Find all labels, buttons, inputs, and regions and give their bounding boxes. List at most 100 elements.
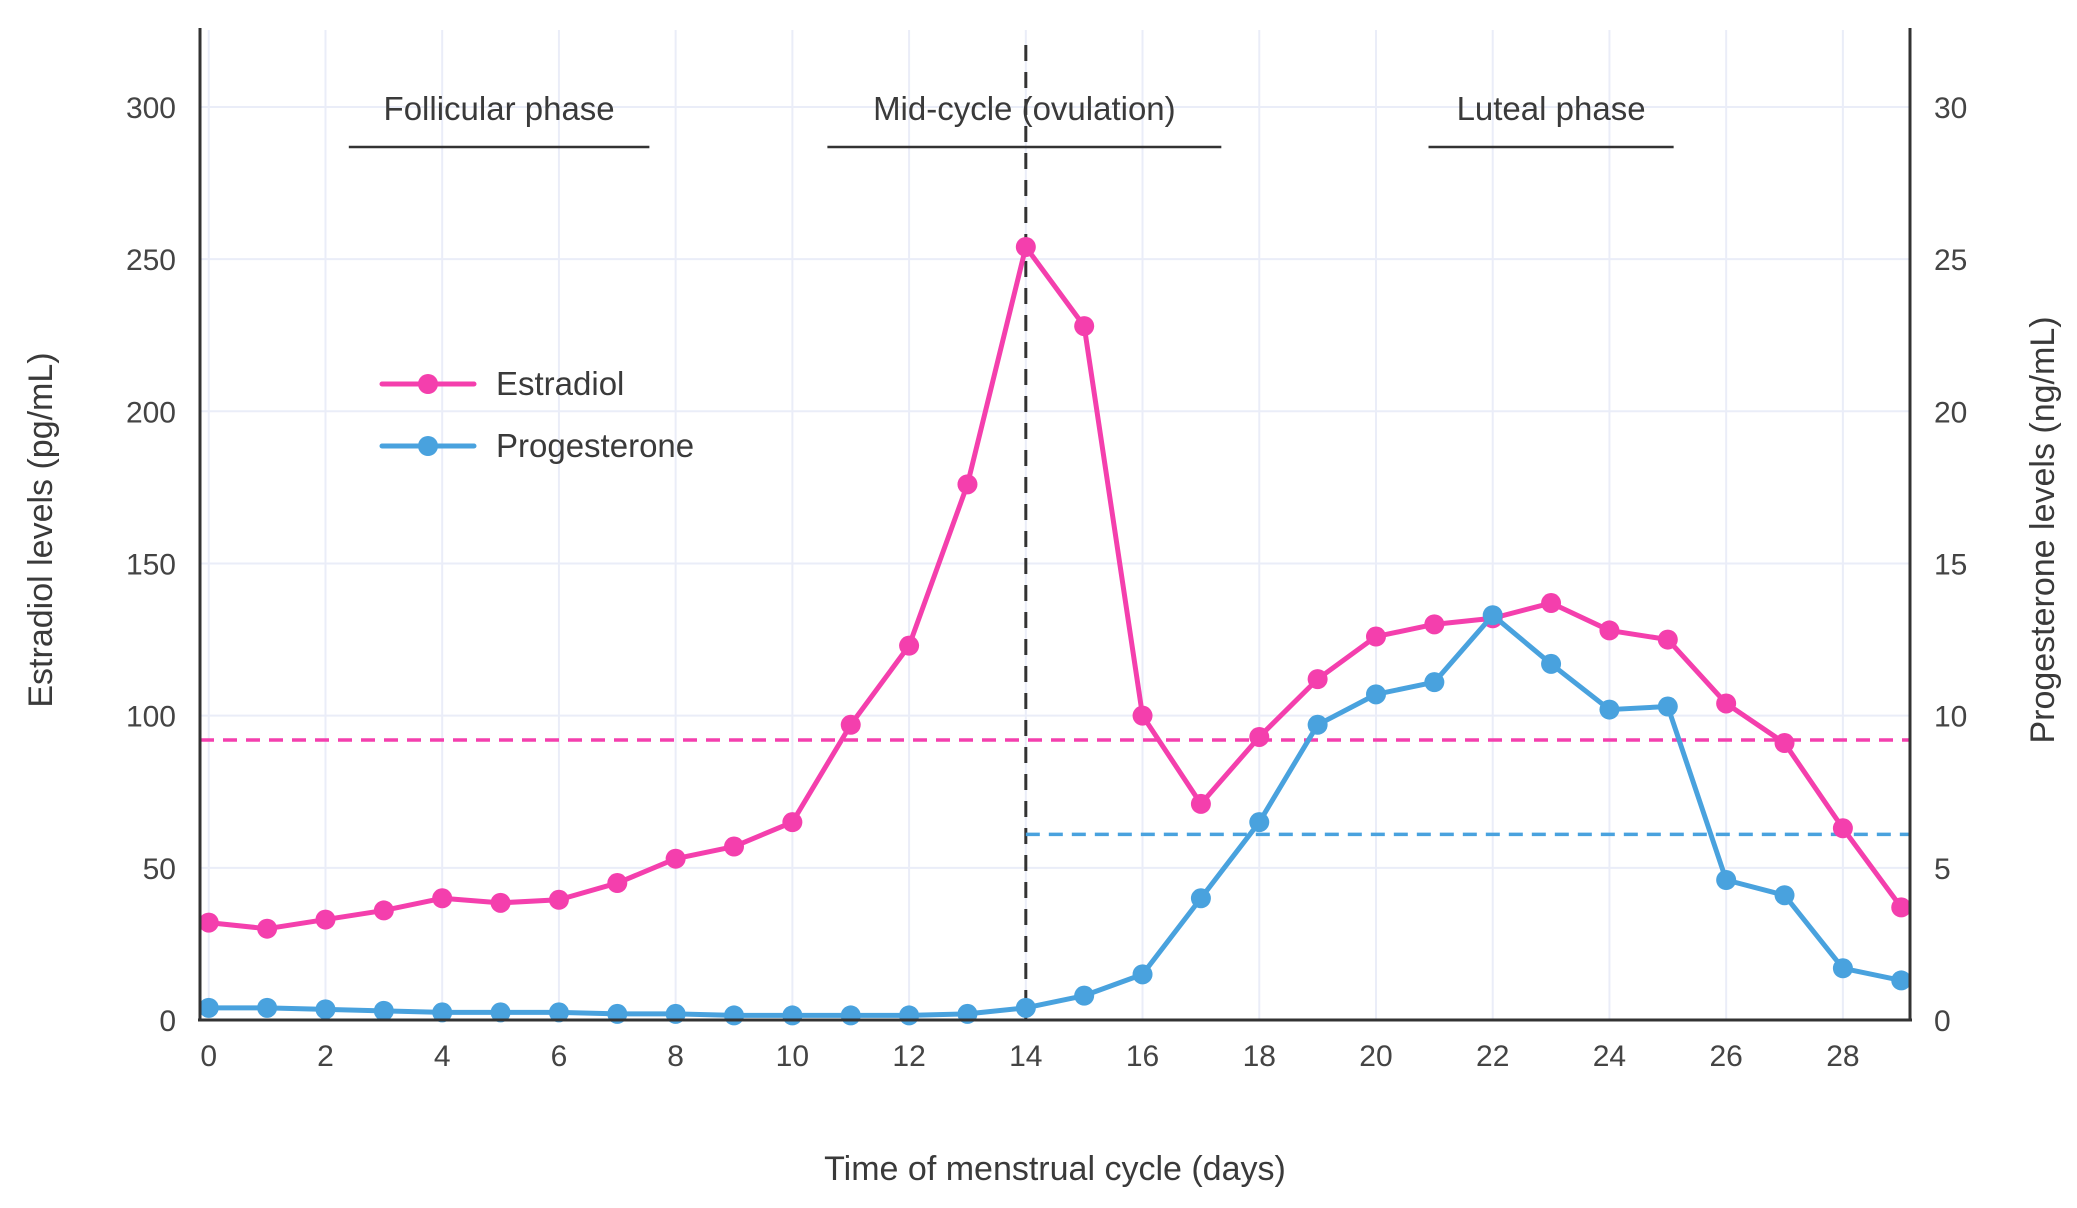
data-point-marker-progesterone — [198, 997, 219, 1018]
data-point-marker-progesterone — [490, 1002, 511, 1023]
data-series — [198, 236, 1912, 1026]
series-line-progesterone — [206, 612, 1904, 1018]
data-point-marker-progesterone — [1074, 985, 1095, 1006]
data-point-marker-progesterone — [1599, 699, 1620, 720]
data-point-marker-estradiol — [840, 714, 861, 735]
y-right-tick-label: 30 — [1934, 92, 1967, 125]
data-point-marker-estradiol — [607, 873, 628, 894]
data-point-marker-progesterone — [1132, 964, 1153, 985]
x-tick-label: 22 — [1476, 1040, 1509, 1073]
legend-marker-estradiol — [418, 374, 438, 394]
data-point-marker-estradiol — [548, 889, 569, 910]
x-tick-label: 16 — [1126, 1040, 1159, 1073]
data-point-marker-estradiol — [315, 909, 336, 930]
data-point-marker-estradiol — [490, 892, 511, 913]
legend: Estradiol Progesterone — [379, 365, 694, 464]
data-point-marker-estradiol — [1249, 726, 1270, 747]
data-point-marker-estradiol — [1891, 897, 1912, 918]
x-tick-label: 24 — [1593, 1040, 1626, 1073]
data-point-marker-progesterone — [1832, 958, 1853, 979]
x-tick-label: 28 — [1826, 1040, 1859, 1073]
y-left-tick-label: 50 — [143, 853, 176, 886]
data-point-marker-progesterone — [840, 1005, 861, 1026]
data-point-marker-progesterone — [782, 1005, 803, 1026]
x-tick-label: 20 — [1359, 1040, 1392, 1073]
y-left-tick-label: 250 — [126, 244, 176, 277]
data-point-marker-progesterone — [373, 1000, 394, 1021]
x-tick-label: 14 — [1009, 1040, 1042, 1073]
data-point-marker-estradiol — [257, 918, 278, 939]
x-tick-label: 4 — [434, 1040, 451, 1073]
x-tick-label: 2 — [317, 1040, 334, 1073]
data-point-marker-progesterone — [1190, 888, 1211, 909]
data-point-marker-progesterone — [1482, 605, 1503, 626]
data-point-marker-estradiol — [1132, 705, 1153, 726]
data-point-marker-estradiol — [1541, 593, 1562, 614]
data-point-marker-progesterone — [1541, 653, 1562, 674]
y-right-tick-label: 0 — [1934, 1005, 1951, 1038]
data-point-marker-estradiol — [1657, 629, 1678, 650]
data-point-marker-progesterone — [432, 1002, 453, 1023]
data-point-marker-estradiol — [1015, 236, 1036, 257]
phase-label: Luteal phase — [1457, 90, 1646, 127]
data-point-marker-estradiol — [1832, 818, 1853, 839]
y-left-axis-title: Estradiol levels (pg/mL) — [22, 352, 60, 707]
y-left-tick-label: 150 — [126, 548, 176, 581]
data-point-marker-estradiol — [1716, 693, 1737, 714]
y-left-tick-label: 200 — [126, 396, 176, 429]
data-point-marker-estradiol — [1307, 669, 1328, 690]
data-point-marker-estradiol — [957, 474, 978, 495]
y-right-tick-label: 10 — [1934, 701, 1967, 734]
x-tick-label: 26 — [1709, 1040, 1742, 1073]
series-line-estradiol — [206, 244, 1904, 932]
data-point-marker-estradiol — [1074, 316, 1095, 337]
x-tick-label: 8 — [667, 1040, 684, 1073]
reference-lines — [200, 45, 1910, 1020]
data-point-marker-estradiol — [1365, 626, 1386, 647]
data-point-marker-progesterone — [1657, 696, 1678, 717]
data-point-marker-progesterone — [1365, 684, 1386, 705]
data-point-marker-progesterone — [315, 999, 336, 1020]
data-point-marker-estradiol — [1190, 793, 1211, 814]
data-point-marker-estradiol — [899, 635, 920, 656]
x-axis-title: Time of menstrual cycle (days) — [824, 1150, 1286, 1188]
axis-spines — [198, 28, 1912, 1022]
phase-label: Follicular phase — [384, 90, 615, 127]
data-point-marker-progesterone — [1424, 672, 1445, 693]
axis-titles: Time of menstrual cycle (days) Estradiol… — [22, 316, 2062, 1188]
y-right-tick-label: 20 — [1934, 396, 1967, 429]
data-point-marker-estradiol — [373, 900, 394, 921]
data-point-marker-estradiol — [1774, 733, 1795, 754]
legend-marker-progesterone — [418, 436, 438, 456]
data-point-marker-progesterone — [1249, 812, 1270, 833]
data-point-marker-estradiol — [1599, 620, 1620, 641]
legend-label-progesterone: Progesterone — [496, 427, 694, 464]
data-point-marker-progesterone — [548, 1002, 569, 1023]
x-tick-label: 6 — [551, 1040, 568, 1073]
gridlines — [200, 30, 1910, 1020]
data-point-marker-progesterone — [1891, 970, 1912, 991]
y-left-tick-label: 300 — [126, 92, 176, 125]
x-tick-label: 12 — [892, 1040, 925, 1073]
y-right-tick-label: 25 — [1934, 244, 1967, 277]
data-point-marker-progesterone — [1015, 997, 1036, 1018]
tick-labels: 0 2 4 6 8 10 12 14 16 18 20 22 24 26 28050100150200250… — [126, 92, 1967, 1073]
data-point-marker-estradiol — [1424, 614, 1445, 635]
data-point-marker-estradiol — [665, 848, 686, 869]
phase-annotations: Follicular phase Mid-cycle (ovulation) Lut… — [348, 90, 1674, 149]
x-tick-label: 10 — [776, 1040, 809, 1073]
data-point-marker-estradiol — [198, 912, 219, 933]
data-point-marker-progesterone — [1307, 714, 1328, 735]
y-left-tick-label: 0 — [159, 1005, 176, 1038]
y-right-tick-label: 15 — [1934, 548, 1967, 581]
legend-label-estradiol: Estradiol — [496, 365, 624, 402]
data-point-marker-progesterone — [257, 997, 278, 1018]
data-point-marker-progesterone — [724, 1005, 745, 1026]
y-right-axis-title: Progesterone levels (ng/mL) — [2024, 316, 2062, 743]
data-point-marker-progesterone — [1716, 870, 1737, 890]
x-tick-label: 0 — [200, 1040, 217, 1073]
x-tick-label: 18 — [1243, 1040, 1276, 1073]
phase-label: Mid-cycle (ovulation) — [873, 90, 1176, 127]
